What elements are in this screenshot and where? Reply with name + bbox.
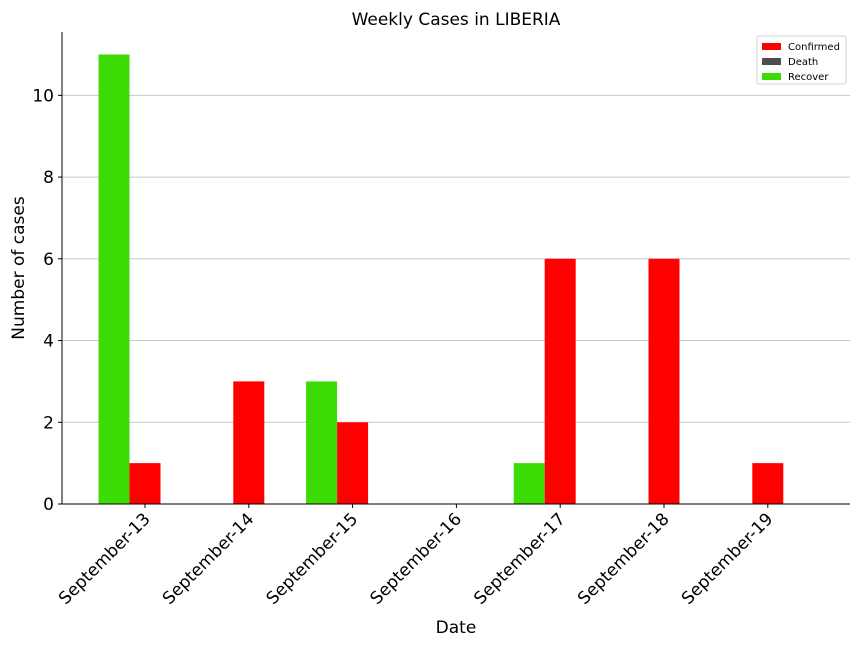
bar-recover-4: [513, 463, 545, 504]
axes: [61, 32, 850, 505]
bar-confirmed-4: [544, 258, 576, 504]
x-ticks: September-13 September-14 September-15 Sept…: [55, 504, 777, 609]
x-tick-label-4: September-17: [470, 509, 569, 608]
y-tick-label-4: 8: [43, 168, 54, 188]
legend-swatch-confirmed: [762, 43, 781, 50]
bar-recover-2: [306, 381, 338, 504]
y-axis-label: Number of cases: [9, 196, 29, 340]
bar-confirmed-6: [752, 463, 784, 504]
legend-swatch-recover: [762, 73, 781, 80]
bar-confirmed-2: [337, 422, 369, 504]
y-tick-label-3: 6: [43, 250, 54, 270]
bar-confirmed-0: [129, 463, 161, 504]
x-tick-label-0: September-13: [55, 509, 154, 608]
bar-recover-0: [98, 54, 130, 504]
legend-label-confirmed: Confirmed: [788, 42, 840, 53]
y-tick-label-0: 0: [43, 495, 54, 515]
y-ticks: 0 2 4 6 8 10: [32, 86, 62, 515]
legend: Confirmed Death Recover: [756, 35, 847, 85]
legend-label-death: Death: [788, 57, 818, 68]
bars: [98, 54, 784, 504]
bar-confirmed-5: [648, 258, 680, 504]
x-tick-label-2: September-15: [263, 509, 362, 608]
y-tick-label-5: 10: [32, 86, 54, 106]
x-axis-label: Date: [436, 618, 477, 638]
y-tick-label-1: 2: [43, 413, 54, 433]
x-tick-label-5: September-18: [574, 509, 673, 608]
legend-swatch-death: [762, 58, 781, 65]
x-tick-label-1: September-14: [159, 509, 258, 608]
legend-label-recover: Recover: [788, 72, 829, 83]
bar-confirmed-1: [233, 381, 265, 504]
y-tick-label-2: 4: [43, 332, 54, 352]
x-tick-label-3: September-16: [366, 509, 465, 608]
chart-title: Weekly Cases in LIBERIA: [352, 10, 561, 30]
grid-lines: [62, 94, 850, 423]
x-tick-label-6: September-19: [678, 509, 777, 608]
